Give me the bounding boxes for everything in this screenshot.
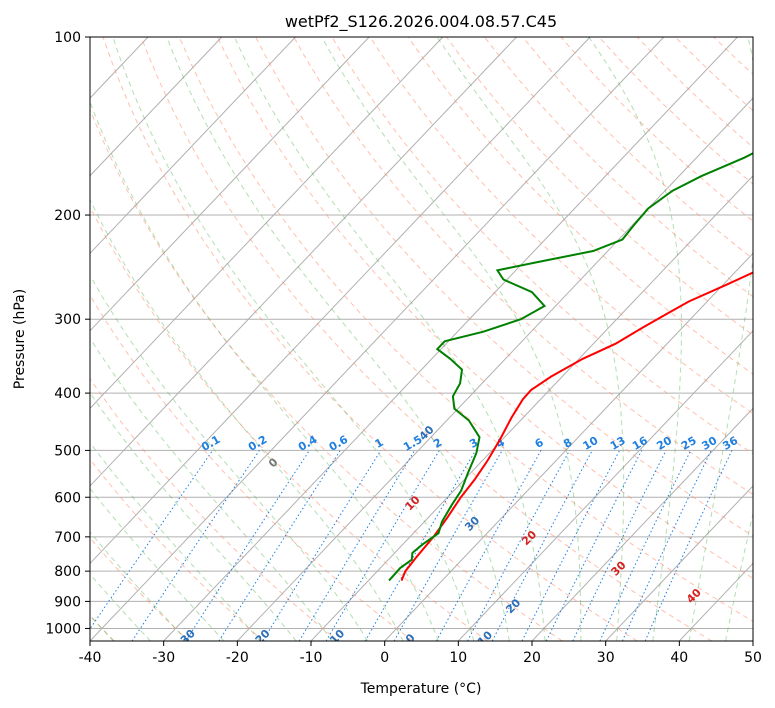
isotherm-gridline: [310, 175, 753, 641]
moist-adiabat: [588, 37, 682, 641]
y-tick-label: 300: [54, 312, 81, 328]
isotherm-gridline: [90, 37, 665, 641]
x-tick-label: -10: [300, 650, 323, 666]
moist-adiabat: [112, 37, 475, 641]
y-tick-label: 500: [54, 443, 81, 459]
y-tick-label: 200: [54, 208, 81, 224]
moist-adiabat: [90, 531, 188, 641]
dry-adiabat: [102, 37, 638, 641]
mixing-ratio-line: [262, 450, 382, 641]
moist-adiabat: [321, 37, 582, 641]
temperature-line: [400, 271, 753, 581]
isotherm-gridline: [90, 37, 296, 255]
x-tick-label: 0: [380, 650, 389, 666]
dry-adiabat: [90, 294, 414, 641]
x-tick-label: 30: [597, 650, 615, 666]
dry-adiabat: [255, 37, 753, 537]
dry-adiabat: [90, 205, 488, 641]
dry-adiabats: [90, 37, 753, 641]
x-axis-label: Temperature (°C): [360, 681, 482, 697]
dewpoint-line: [388, 152, 753, 582]
dry-adiabat: [178, 37, 753, 622]
isotherm-gridline: [236, 97, 753, 641]
y-axis: 100 200 300 400 500 600 700 800 900 1000: [45, 30, 90, 638]
mixing-ratio-lines: [90, 450, 733, 641]
moist-adiabat: [90, 274, 369, 641]
x-tick-label: -20: [226, 650, 249, 666]
mixing-ratio-line: [435, 450, 542, 641]
isotherm-gridline: [384, 252, 753, 641]
mixing-ratio-line: [218, 450, 341, 641]
mixing-ratio-line: [467, 450, 571, 641]
dry-adiabat: [90, 458, 264, 641]
mixing-ratio-line: [521, 450, 621, 641]
dry-adiabat: [407, 37, 753, 375]
isotherm-gridline: [90, 37, 223, 177]
isotherm-gridline: [605, 485, 753, 641]
moist-adiabat: [90, 337, 333, 641]
mixing-ratio-line: [644, 450, 733, 641]
x-axis: -40 -30 -20 -10 0 10 20 30 40 50: [79, 641, 762, 666]
moist-adiabats: [90, 37, 753, 641]
y-tick-label: 800: [54, 564, 81, 580]
dry-adiabat-label: 0: [403, 631, 418, 646]
moist-adiabat: [90, 100, 439, 641]
moist-adiabat: [233, 37, 546, 641]
y-tick-label: 700: [54, 530, 81, 546]
mixing-ratio-line: [545, 450, 643, 641]
y-tick-label: 1000: [45, 622, 81, 638]
mixing-ratio-line: [298, 450, 416, 641]
x-tick-label: 20: [523, 650, 541, 666]
isotherm-gridline: [457, 330, 753, 641]
chart-title: wetPf2_S126.2026.004.08.57.C45: [285, 12, 557, 32]
grid-lines: [0, 37, 753, 641]
sounding-series: [388, 152, 753, 582]
dry-adiabat: [293, 37, 753, 496]
x-tick-label: -40: [79, 650, 102, 666]
y-tick-label: 400: [54, 386, 81, 402]
mixing-ratio-line: [90, 450, 214, 630]
isotherm-gridline: [90, 37, 591, 565]
isotherm-gridline: [90, 37, 444, 410]
x-tick-label: 40: [670, 650, 688, 666]
mixing-ratio-line: [185, 450, 310, 641]
moist-adiabat: [688, 37, 753, 641]
moist-adiabat: [166, 37, 510, 641]
plot-frame: [89, 36, 754, 642]
moist-adiabat: [90, 392, 297, 641]
dry-adiabat: [217, 37, 753, 579]
moist-adiabat: [90, 198, 404, 641]
mixing-ratio-line: [393, 450, 503, 641]
y-tick-label: 100: [54, 30, 81, 46]
dry-adiabat: [751, 37, 753, 39]
isotherm-gridline: [0, 37, 1, 641]
x-tick-label: 50: [744, 650, 762, 666]
dry-adiabat: [90, 108, 563, 641]
isotherm-gridline: [90, 37, 517, 487]
moist-adiabat: [90, 487, 225, 641]
x-tick-label: 10: [449, 650, 467, 666]
dry-adiabat: [140, 37, 712, 641]
mixing-ratio-line: [131, 450, 260, 641]
isotherm-gridline: [752, 640, 753, 641]
isotherm-gridline: [90, 37, 370, 332]
moist-adiabat: [90, 441, 261, 641]
isotherm-gridline: [531, 407, 753, 641]
moist-adiabat: [90, 573, 151, 641]
y-tick-label: 900: [54, 594, 81, 610]
x-tick-label: -30: [152, 650, 175, 666]
y-tick-label: 600: [54, 490, 81, 506]
y-axis-label: Pressure (hPa): [12, 289, 28, 389]
